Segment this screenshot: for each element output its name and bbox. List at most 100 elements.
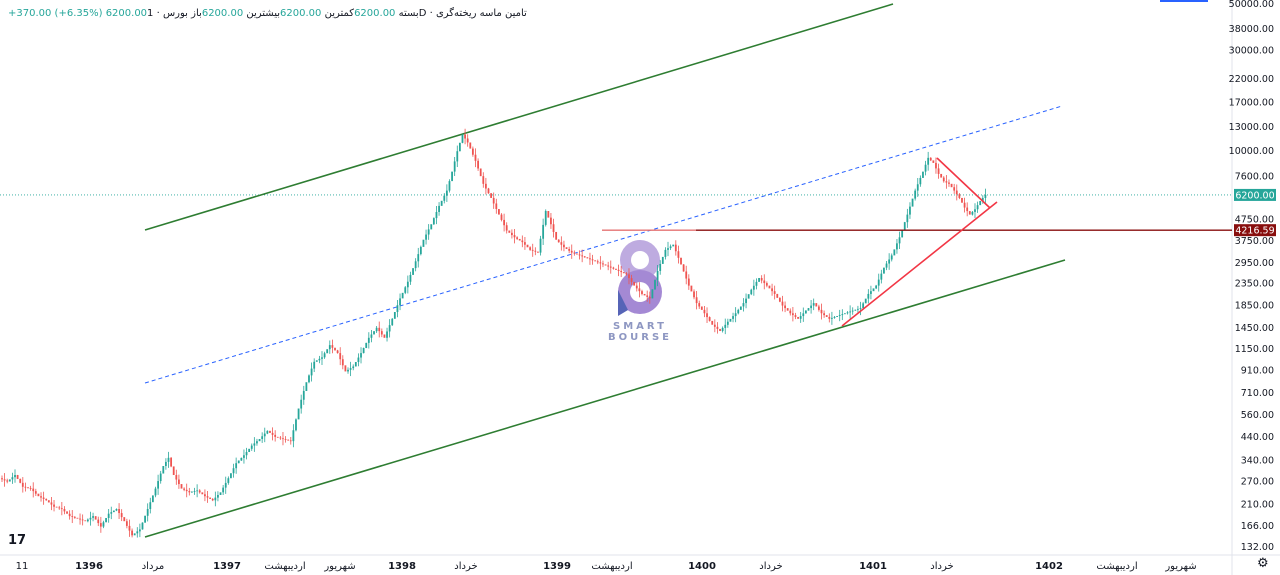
candle-body (576, 253, 578, 255)
candle-body (34, 491, 37, 494)
symbol-header: +370.00 (+6.35%) 6200.00 بسته 6200.00کمتر… (8, 8, 527, 19)
gear-icon[interactable]: ⚙ (1257, 556, 1269, 571)
channel-upper-line[interactable] (144, 3, 894, 231)
candle-body (40, 496, 42, 498)
candle-body (708, 317, 711, 321)
candle-body (42, 497, 45, 499)
candle-body (721, 327, 724, 332)
candle-body (146, 508, 149, 516)
candle-body (867, 293, 870, 299)
trend-line-falling[interactable] (936, 157, 991, 209)
candle-body (76, 517, 79, 519)
candle-body (966, 207, 969, 212)
candle-body (86, 519, 89, 522)
open-label: باز (191, 8, 202, 19)
candle-body (893, 249, 896, 256)
candle-body (328, 345, 331, 350)
candle-body (734, 313, 737, 317)
y-tick-label: 270.00 (1241, 477, 1274, 488)
trend-line-rising[interactable] (841, 201, 998, 327)
candle-body (443, 195, 446, 201)
symbol-title[interactable]: تامین ماسه ریخته‌گری (435, 8, 527, 19)
candle-body (204, 494, 206, 497)
candle-body (136, 531, 139, 534)
candle-body (961, 197, 963, 203)
candle-body (45, 498, 48, 501)
candle-body (349, 368, 352, 370)
candle-body (492, 197, 495, 204)
candle-body (596, 261, 599, 263)
candle-body (828, 316, 831, 319)
channel-lower-line[interactable] (144, 259, 1066, 538)
candle-body (568, 249, 571, 251)
candle-body (799, 316, 802, 319)
candle-body (979, 201, 982, 206)
candle-body (724, 324, 727, 328)
candle-body (102, 522, 105, 527)
candle-body (916, 184, 919, 191)
candle-body (315, 360, 318, 362)
candle-body (282, 438, 284, 440)
x-tick-label: خرداد (930, 561, 953, 572)
candle-body (211, 498, 214, 501)
candle-body (466, 138, 469, 143)
candle-body (854, 309, 857, 311)
candle-body (170, 457, 173, 467)
candle-body (425, 234, 427, 240)
candle-body (560, 242, 563, 245)
candle-body (482, 176, 485, 184)
candle-body (896, 243, 898, 250)
candle-body (643, 293, 646, 296)
tradingview-logo-icon[interactable]: 17 (8, 533, 27, 548)
candle-body (888, 259, 891, 264)
candle-body (732, 316, 734, 319)
x-tick-label: خرداد (759, 561, 782, 572)
candle-body (289, 440, 292, 442)
y-tick-label: 560.00 (1241, 410, 1274, 421)
candle-body (224, 482, 227, 488)
candle-body (862, 303, 865, 309)
candle-body (531, 249, 534, 251)
candle-body (846, 312, 849, 314)
candle-body (487, 188, 490, 194)
candle-body (55, 506, 58, 508)
channel-mid-line[interactable] (144, 105, 1063, 384)
candle-body (422, 239, 425, 247)
candle-body (763, 280, 766, 284)
x-tick-label: 1402 (1035, 561, 1063, 572)
candle-body (185, 489, 188, 492)
candle-body (524, 242, 526, 245)
candle-body (360, 353, 362, 358)
candle-body (872, 288, 875, 292)
candle-body (778, 297, 781, 302)
candle-body (123, 517, 126, 522)
low-label: کمترین (324, 8, 355, 19)
low-value: 6200.00 (354, 8, 396, 19)
candle-body (844, 313, 846, 315)
candle-body (615, 268, 617, 270)
candle-body (711, 320, 714, 325)
candle-body (955, 190, 958, 195)
y-tick-label: 13000.00 (1229, 122, 1274, 133)
x-tick-label: 11 (16, 561, 29, 572)
candle-body (180, 484, 183, 489)
candle-body (178, 479, 180, 485)
candle-body (341, 359, 344, 366)
x-tick-label: 1398 (388, 561, 416, 572)
candle-body (435, 211, 438, 219)
close-label: بسته (398, 8, 419, 19)
candle-body (687, 278, 690, 286)
candle-body (131, 530, 133, 536)
candle-body (719, 328, 721, 332)
candle-body (81, 519, 84, 521)
candle-body (362, 347, 365, 354)
candle-body (235, 463, 238, 469)
last-price-label: 6200.00 (1235, 190, 1274, 201)
y-axis: 132.00 166.00 210.00 270.00 340.00 440.00 560.… (1229, 0, 1274, 553)
candle-body (940, 173, 943, 178)
candle-body (271, 432, 274, 435)
candle-body (60, 508, 63, 510)
candle-body (565, 247, 568, 250)
candle-body (295, 419, 297, 431)
